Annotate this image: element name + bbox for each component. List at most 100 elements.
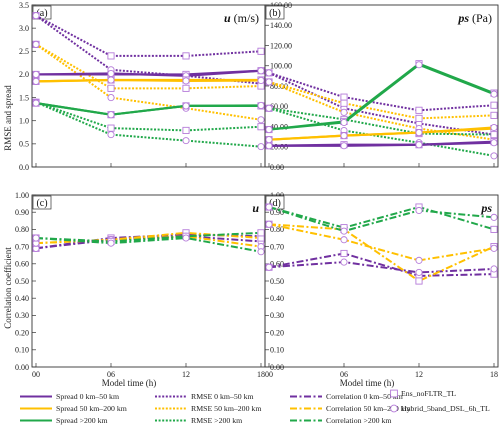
data-point xyxy=(107,76,115,84)
y-tick-label: 0.60 xyxy=(15,260,29,269)
x-label-right: Model time (h) xyxy=(340,378,395,388)
data-point xyxy=(32,99,40,107)
legend-label: RMSE 50 km–200 km xyxy=(191,404,261,413)
data-point xyxy=(107,131,115,139)
data-point xyxy=(32,70,40,78)
data-point xyxy=(107,84,115,92)
data-point xyxy=(340,227,348,235)
data-point xyxy=(32,77,40,85)
data-point xyxy=(182,137,190,145)
data-point xyxy=(265,142,273,150)
data-point xyxy=(107,69,115,78)
data-point xyxy=(490,244,498,252)
series-spread-green-circle xyxy=(265,61,498,134)
series-line xyxy=(268,80,495,120)
legend-item: Correlation >200 km xyxy=(290,416,391,425)
y-tick-label: 0.00 xyxy=(270,363,284,372)
data-point xyxy=(265,78,273,86)
data-point xyxy=(257,101,265,109)
y-tick-label: 0.30 xyxy=(15,311,29,320)
data-point xyxy=(257,248,265,256)
legend-marker-item: Hybrid_5band_DSL_6h_TL xyxy=(390,404,490,413)
y-tick-label: 20.00 xyxy=(270,143,288,152)
data-point xyxy=(415,106,423,114)
series-line xyxy=(268,206,495,231)
y-tick-label: 0.30 xyxy=(270,311,284,320)
data-point xyxy=(107,94,115,102)
series-line xyxy=(268,126,495,141)
series-spread-orange-circle xyxy=(265,123,498,144)
legend: Spread 0 km–50 km RMSE 0 km–50 km Correlat… xyxy=(20,389,490,425)
legend-marker-square-icon xyxy=(390,389,398,398)
x-tick-label: 12 xyxy=(182,370,190,379)
y-label-top: RMSE and spread xyxy=(3,85,13,151)
series-line xyxy=(268,107,495,157)
y-tick-label: 0.5 xyxy=(19,140,29,149)
y-tick-label: 0.00 xyxy=(270,163,284,172)
y-tick-label: 1.00 xyxy=(270,191,284,200)
panel-title-b: ps (Pa) xyxy=(457,11,492,25)
y-tick-label: 1.00 xyxy=(15,191,29,200)
legend-label: Spread >200 km xyxy=(56,416,108,425)
data-point xyxy=(340,118,348,126)
series-line xyxy=(268,252,495,277)
series-corr-orange-circle xyxy=(265,220,498,264)
data-point xyxy=(182,126,190,134)
y-tick-label: 0.40 xyxy=(15,294,29,303)
y-tick-label: 0.50 xyxy=(270,277,284,286)
data-point xyxy=(490,131,498,139)
y-tick-label: 100.00 xyxy=(270,62,292,71)
y-tick-label: 0.10 xyxy=(270,346,284,355)
panel-letter-text: (d) xyxy=(269,198,281,209)
series-rmse-orange-square xyxy=(265,78,498,122)
legend-label: RMSE >200 km xyxy=(191,416,242,425)
legend-item: Spread 50 km–200 km xyxy=(20,404,127,413)
panel-title-d: ps xyxy=(480,201,492,215)
data-point xyxy=(182,52,190,60)
data-point xyxy=(340,236,348,244)
data-point xyxy=(415,206,423,215)
y-tick-label: 3.0 xyxy=(19,24,29,33)
series-spread-orange-circle xyxy=(32,76,265,85)
data-point xyxy=(340,108,348,116)
panels: 0.0 0.5 1.0 1.5 2.0 2.5 3.0 3.5 (a) u (m/s) 0.00 20… xyxy=(15,1,499,379)
y-tick-label: 2.5 xyxy=(19,47,29,56)
series-line xyxy=(269,141,495,147)
data-point xyxy=(415,129,423,137)
data-point xyxy=(490,111,498,119)
legend-marker-circle-icon xyxy=(390,404,398,413)
panel-a: 0.0 0.5 1.0 1.5 2.0 2.5 3.0 3.5 (a) u (m/s) xyxy=(19,1,266,172)
y-tick-label: 1.0 xyxy=(19,117,29,126)
series-rmse-green-circle xyxy=(265,104,498,160)
x-tick-label: 00 xyxy=(265,370,273,379)
series-line xyxy=(35,78,262,83)
data-point xyxy=(265,104,273,112)
panel-title-c: u xyxy=(252,201,259,215)
y-tick-label: 120.00 xyxy=(270,41,292,50)
series-line xyxy=(35,101,262,148)
data-point xyxy=(490,90,498,98)
x-tick-label: 00 xyxy=(32,370,40,379)
series-line xyxy=(35,43,262,90)
data-point xyxy=(107,111,115,119)
legend-item: Spread 0 km–50 km xyxy=(20,392,119,401)
data-point xyxy=(257,229,265,237)
panel-variable: u xyxy=(252,201,259,215)
data-point xyxy=(265,136,273,144)
y-tick-label: 0.00 xyxy=(15,363,29,372)
y-tick-label: 140.00 xyxy=(270,21,292,30)
legend-marker-item: Ens_noFLTR_TL xyxy=(390,389,456,398)
panel-frame xyxy=(31,194,266,368)
series-line xyxy=(268,71,495,112)
panel-unit: (Pa) xyxy=(469,11,492,25)
series-line xyxy=(268,223,495,282)
data-point xyxy=(265,203,273,211)
series-spread-green-circle xyxy=(32,99,265,119)
legend-label: RMSE 0 km–50 km xyxy=(191,392,254,401)
legend-label: Spread 0 km–50 km xyxy=(56,392,119,401)
series-rmse-green-circle xyxy=(32,98,265,151)
x-tick-label: 18 xyxy=(490,370,498,379)
data-point xyxy=(490,139,498,147)
series-corr-green-circle xyxy=(265,203,498,235)
y-tick-label: 0.80 xyxy=(270,225,284,234)
